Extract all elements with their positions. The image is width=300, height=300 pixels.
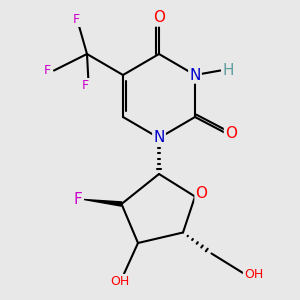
Text: H: H <box>222 63 234 78</box>
Text: O: O <box>225 126 237 141</box>
Text: OH: OH <box>244 268 263 281</box>
Text: F: F <box>82 79 89 92</box>
Polygon shape <box>84 200 122 206</box>
Text: O: O <box>153 11 165 26</box>
Text: N: N <box>153 130 165 146</box>
Text: OH: OH <box>110 275 130 288</box>
Text: F: F <box>44 64 51 77</box>
Text: N: N <box>189 68 201 82</box>
Text: F: F <box>73 192 82 207</box>
Text: F: F <box>73 13 80 26</box>
Text: O: O <box>196 186 208 201</box>
